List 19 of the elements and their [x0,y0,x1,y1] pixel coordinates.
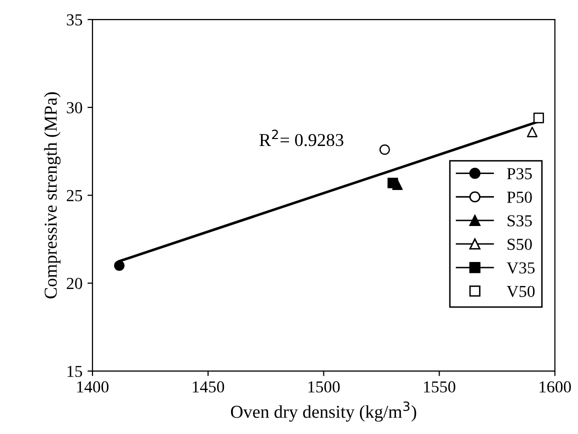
x-axis-title: Oven dry density (kg/m$^{3}$) [230,401,416,422]
x-tick-label: 1450 [192,381,224,393]
legend-label: P50 [507,192,532,203]
x-tick-label: 1500 [308,381,340,393]
x-tick-label: 1600 [540,381,571,393]
y-tick-label: 25 [66,190,82,202]
y-tick-label: 20 [66,278,82,290]
x-tick-label: 1550 [424,381,456,393]
annotation: R$^{2}$= 0.9283 [259,130,344,146]
y-tick-label: 15 [68,366,82,378]
y-tick-label: 35 [66,14,82,26]
legend-label: S35 [508,215,532,226]
legend-label: V50 [506,286,535,298]
y-axis-title: Compressive strength (MPa) [44,92,61,298]
legend-label: V35 [506,262,535,274]
x-tick-label: 1400 [77,381,109,393]
y-tick-label: 30 [66,102,82,114]
legend-label: S50 [508,238,532,250]
legend-label: P35 [507,168,532,180]
